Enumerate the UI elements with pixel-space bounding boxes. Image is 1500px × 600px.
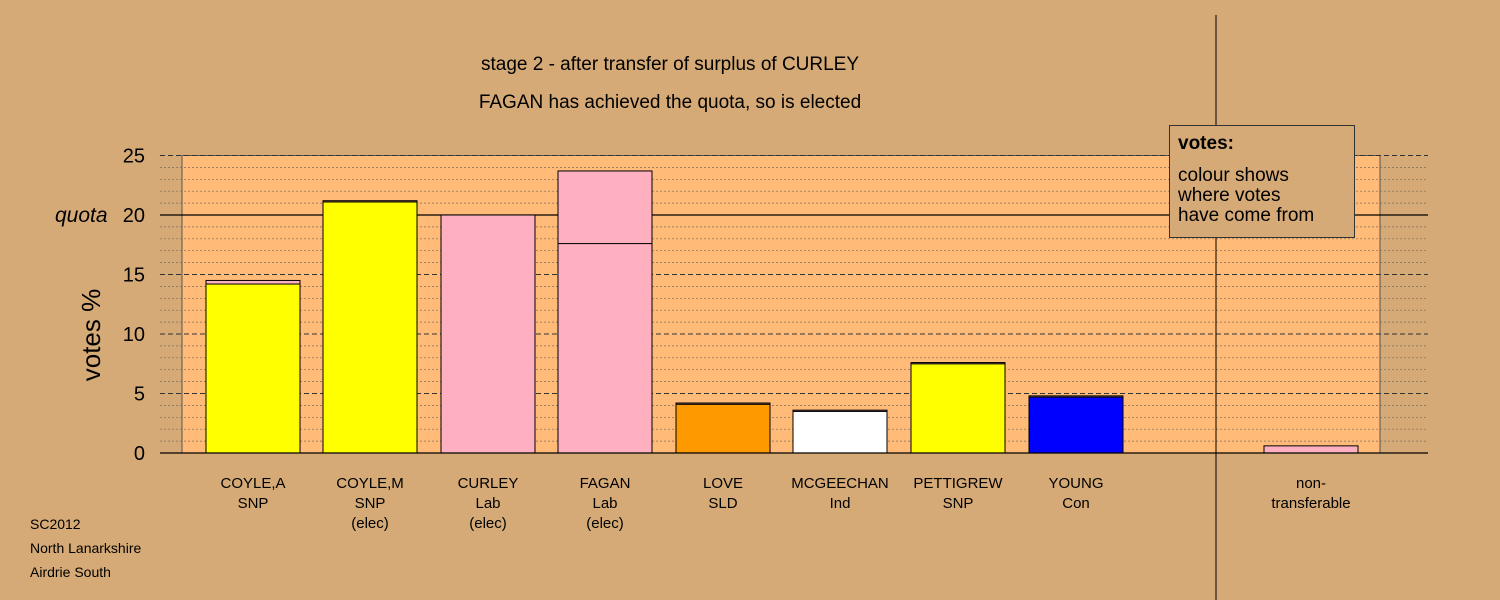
y-tick-label: 0 xyxy=(134,443,145,465)
bar-segment xyxy=(792,410,888,454)
category-label-name: CURLEY xyxy=(458,475,519,492)
bar-segment xyxy=(440,214,536,454)
category-label-name: FAGAN xyxy=(580,475,631,492)
bar-segment xyxy=(322,200,418,203)
category-label-party: SNP xyxy=(943,495,974,512)
category-label-name: YOUNG xyxy=(1048,475,1103,492)
nontransferable-label: non- xyxy=(1296,475,1326,492)
bar-segment xyxy=(910,363,1006,454)
bar-segment xyxy=(322,201,418,454)
bars xyxy=(205,170,1359,454)
bar-segment xyxy=(675,402,771,405)
category-label-name: COYLE,M xyxy=(336,475,404,492)
category-label-party: SNP xyxy=(355,495,386,512)
bar-segment xyxy=(1028,395,1124,398)
legend-line: where votes xyxy=(1178,185,1281,206)
category-label-elected: (elec) xyxy=(586,515,624,532)
category-label-party: Lab xyxy=(592,495,617,512)
category-label-elected: (elec) xyxy=(351,515,389,532)
category-label-name: COYLE,A xyxy=(220,475,285,492)
legend: votes: colour shows where votes have com… xyxy=(1169,125,1355,238)
bar-segment xyxy=(205,279,301,285)
bar-segment xyxy=(205,283,301,454)
bar-segment xyxy=(675,403,771,454)
bar-segment xyxy=(910,362,1006,365)
category-label-name: MCGEECHAN xyxy=(791,475,889,492)
legend-line: have come from xyxy=(1178,205,1315,226)
y-axis-title: votes % xyxy=(76,289,106,382)
category-label-party: Ind xyxy=(830,495,851,512)
category-label-party: SNP xyxy=(238,495,269,512)
y-tick-label: 25 xyxy=(123,146,145,168)
chart-title: stage 2 - after transfer of surplus of C… xyxy=(480,54,860,75)
y-tick-label: 5 xyxy=(134,384,145,406)
chart-subtitle: FAGAN has achieved the quota, so is elec… xyxy=(478,92,862,113)
y-tick-label: 15 xyxy=(123,265,145,287)
footer-ward: Airdrie South xyxy=(30,564,111,580)
category-label-party: SLD xyxy=(708,495,737,512)
bar-segment xyxy=(792,409,888,412)
bar-segment xyxy=(557,243,653,454)
category-label-party: Lab xyxy=(475,495,500,512)
y-tick-label: 20 xyxy=(123,205,145,227)
category-label-party: Con xyxy=(1062,495,1090,512)
legend-title: votes: xyxy=(1178,133,1234,154)
bar-segment xyxy=(1028,396,1124,454)
category-label-name: LOVE xyxy=(703,475,743,492)
legend-line: colour shows xyxy=(1178,165,1289,186)
category-label-name: PETTIGREW xyxy=(913,475,1003,492)
bar-segment xyxy=(557,170,653,245)
quota-label: quota xyxy=(55,204,108,227)
footer-council: North Lanarkshire xyxy=(30,540,142,556)
category-label-elected: (elec) xyxy=(469,515,507,532)
axes: 0 5 10 15 20 25 quota votes % xyxy=(55,15,1428,600)
category-labels: COYLE,A SNP COYLE,M SNP (elec) CURLEY Lab (elec… xyxy=(220,475,1350,532)
footer-election: SC2012 xyxy=(30,516,81,532)
nontransferable-label: transferable xyxy=(1271,495,1350,512)
y-tick-label: 10 xyxy=(123,324,145,346)
nontransferable-bar xyxy=(1263,445,1359,454)
